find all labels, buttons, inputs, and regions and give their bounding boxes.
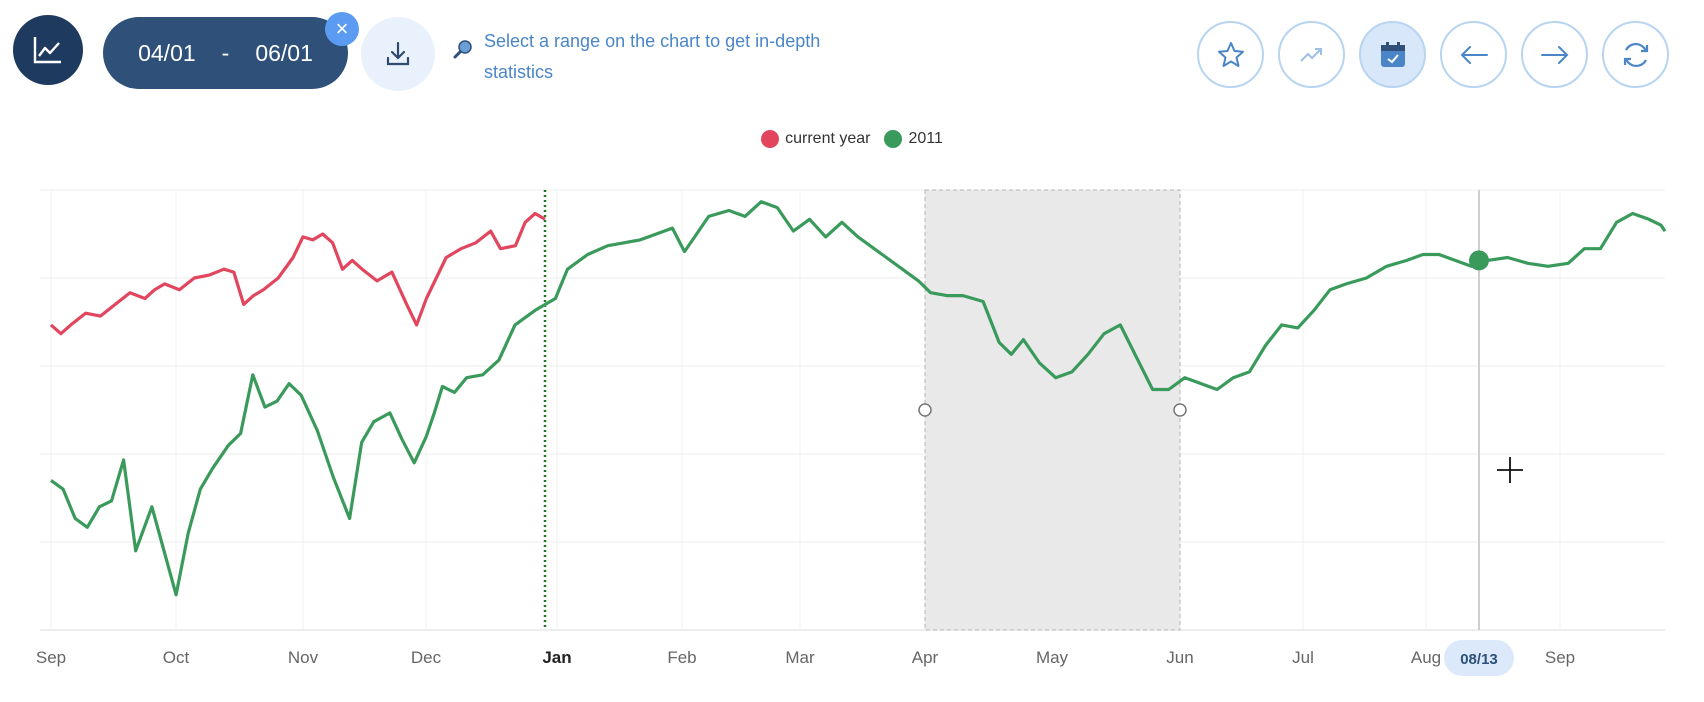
- x-tick-label: Nov: [288, 648, 319, 667]
- arrow-right-icon: [1540, 45, 1568, 64]
- trend-icon: [1299, 47, 1322, 62]
- refresh-button[interactable]: [1602, 21, 1669, 88]
- legend-swatch-2011: [884, 130, 903, 148]
- magnifier-icon: [453, 40, 472, 59]
- hint-text: Select a range on the chart to get in-de…: [484, 31, 821, 82]
- hint: Select a range on the chart to get in-de…: [452, 26, 844, 88]
- previous-button[interactable]: [1440, 21, 1507, 88]
- series-line-current-year: [49, 211, 546, 336]
- legend-item-2011[interactable]: 2011: [884, 130, 943, 148]
- chart-legend: current year 2011: [0, 130, 1704, 148]
- legend-label-2011: 2011: [908, 130, 943, 147]
- next-button[interactable]: [1521, 21, 1588, 88]
- range-separator: -: [221, 39, 230, 66]
- legend-swatch-current-year: [761, 130, 780, 148]
- x-tick-label: Jul: [1292, 648, 1314, 667]
- x-tick-label: Dec: [411, 648, 442, 667]
- x-tick-label: Sep: [36, 648, 66, 667]
- series-line-2011: [50, 200, 1667, 597]
- line-chart[interactable]: Sep Oct Nov Dec Jan Feb Mar Apr May Jun Jul Aug Sep 0…: [0, 180, 1704, 680]
- clear-range-button[interactable]: ×: [325, 12, 359, 46]
- range-end: 06/01: [255, 39, 313, 66]
- chart-type-button[interactable]: [13, 15, 83, 85]
- selection-handle-right[interactable]: [1173, 403, 1187, 417]
- trend-button[interactable]: [1278, 21, 1345, 88]
- close-icon: ×: [335, 16, 349, 41]
- x-tick-label: Feb: [667, 648, 696, 667]
- x-tick-label: Mar: [785, 648, 815, 667]
- hover-date-badge: [1444, 640, 1514, 676]
- x-tick-label: May: [1036, 648, 1069, 667]
- favorite-button[interactable]: [1197, 21, 1264, 88]
- x-tick-label: Sep: [1545, 648, 1575, 667]
- hover-point: [1469, 250, 1489, 271]
- x-tick-label: Jun: [1166, 648, 1193, 667]
- date-range-pill[interactable]: 04/01 - 06/01: [103, 17, 348, 89]
- arrow-left-icon: [1460, 45, 1488, 64]
- legend-label-current-year: current year: [785, 130, 871, 147]
- crosshair-cursor-icon: [1497, 457, 1523, 483]
- refresh-icon: [1623, 42, 1648, 67]
- range-start: 04/01: [138, 39, 196, 66]
- x-tick-label: Aug: [1411, 648, 1441, 667]
- download-icon: [386, 41, 410, 66]
- x-tick-label: Apr: [912, 648, 939, 667]
- download-button[interactable]: [361, 17, 435, 91]
- star-icon: [1217, 41, 1244, 67]
- calendar-icon: [1380, 41, 1405, 67]
- x-tick-label: Jan: [542, 648, 571, 667]
- legend-item-current-year[interactable]: current year: [761, 130, 870, 148]
- selection-handle-left[interactable]: [918, 403, 932, 417]
- selection-band[interactable]: [924, 189, 1181, 631]
- line-chart-icon: [33, 37, 61, 64]
- calendar-button[interactable]: [1359, 21, 1426, 88]
- x-tick-label: Oct: [163, 648, 190, 667]
- hover-date-label: 08/13: [1460, 651, 1498, 668]
